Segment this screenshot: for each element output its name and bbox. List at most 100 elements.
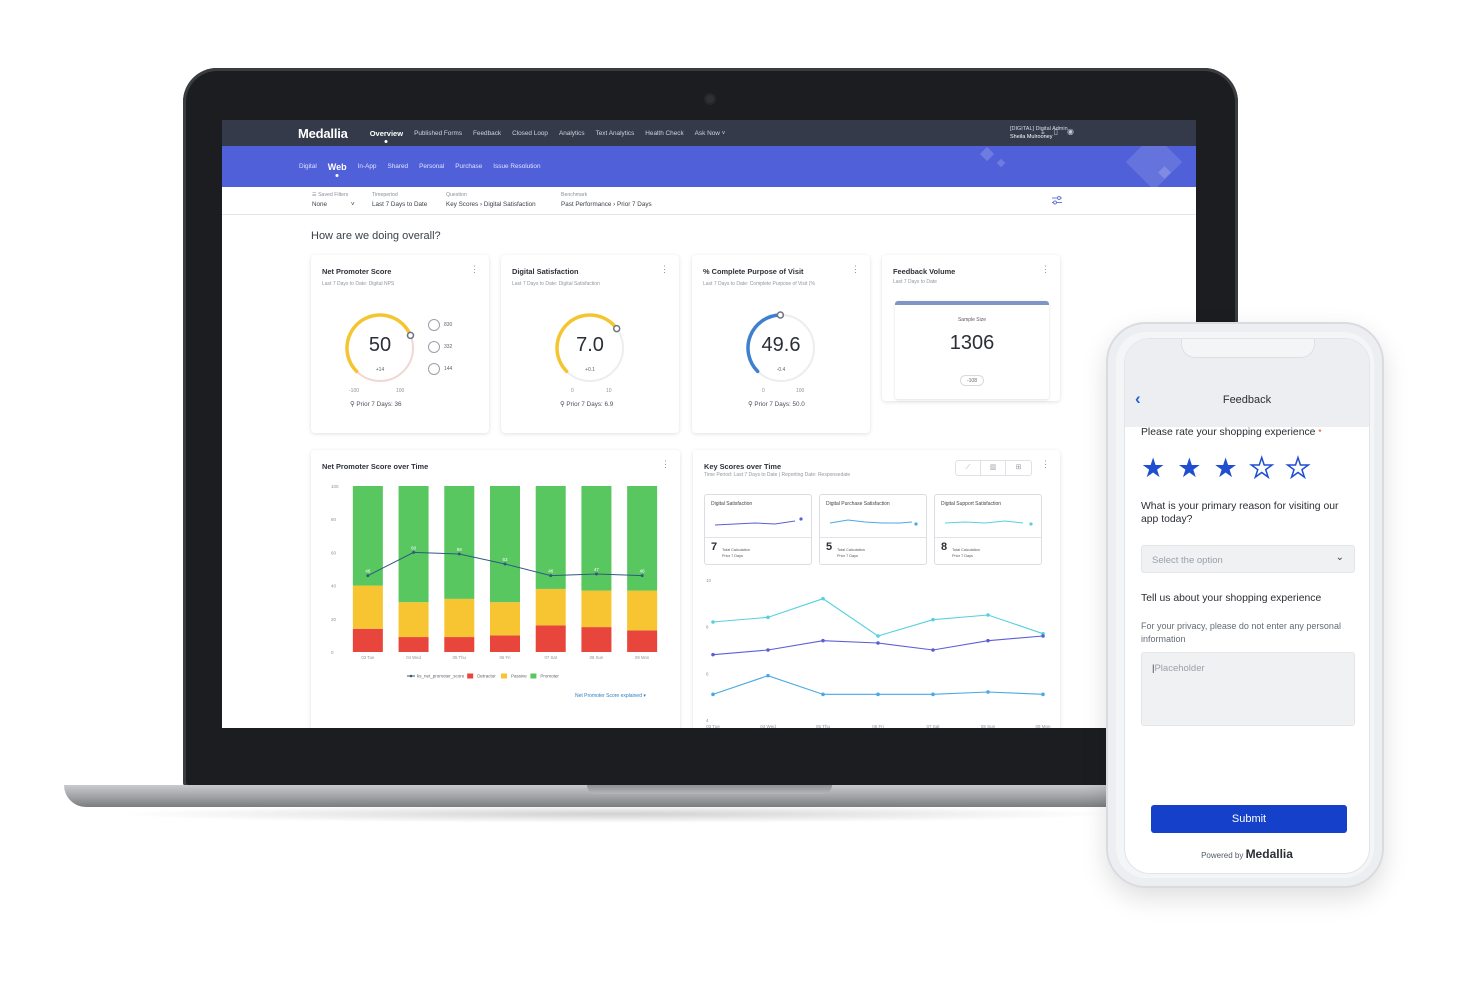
purpose-value: 49.6 [761, 334, 801, 356]
x-tick-label: 03 Tue [361, 655, 375, 660]
purpose-delta: -0.4 [776, 367, 786, 373]
mini-digital-purchase-satisfaction[interactable]: Digital Purchase Satisfaction 5 Total Ca… [819, 494, 927, 565]
subnav-in-app[interactable]: In-App [357, 163, 377, 170]
sparkline [829, 519, 918, 526]
x-tick-label: 03 Tue [706, 724, 720, 728]
more-options-icon[interactable]: ⋮ [1041, 264, 1050, 274]
x-tick-label: 07 Sat [926, 724, 940, 728]
nav-feedback[interactable]: Feedback [473, 129, 502, 137]
reason-select[interactable]: Select the option ⌄ [1141, 545, 1355, 573]
y-tick-label: 10 [706, 578, 712, 583]
bar-passive [581, 590, 612, 628]
satisfaction-value: 7.0 [576, 334, 604, 356]
question-filter[interactable]: Question Key Scores › Digital Satisfacti… [446, 192, 536, 208]
nps-explained-link[interactable]: Net Promoter Score explained ▾ [575, 693, 646, 699]
x-tick-label: 06 Fri [872, 724, 884, 728]
timeperiod-filter[interactable]: Timeperiod Last 7 Days to Date [372, 192, 428, 208]
data-label: 47 [594, 567, 600, 572]
bar-promoter [490, 486, 520, 603]
user-info[interactable]: [DIGITAL] Digital Admin Sheila Mulrooney [1010, 125, 1068, 141]
bar-detractor [581, 627, 612, 652]
subnav-personal[interactable]: Personal [419, 163, 445, 170]
star-icon-5[interactable]: ★ [1285, 453, 1311, 483]
range-max: 100 [396, 388, 405, 394]
nav-closed-loop[interactable]: Closed Loop [512, 129, 548, 137]
series-point [931, 692, 935, 697]
star-icon-3[interactable]: ★ [1213, 453, 1238, 483]
chevron-down-icon: ˅ [721, 129, 726, 137]
bar-passive [490, 602, 520, 636]
subnav-shared[interactable]: Shared [387, 163, 409, 170]
series-point [821, 596, 825, 601]
complete-purpose-card[interactable]: % Complete Purpose of Visit Last 7 Days … [692, 255, 870, 433]
medallia-logo[interactable]: Medallia [298, 125, 348, 141]
series-line [712, 598, 1044, 637]
nav-overview[interactable]: Overview [369, 128, 404, 138]
subnav-purchase[interactable]: Purchase [455, 163, 483, 170]
nps-card[interactable]: Net Promoter Score Last 7 Days to Date: … [311, 255, 489, 433]
y-tick-label: 0 [331, 650, 334, 655]
back-chevron-icon[interactable]: ‹ [1135, 389, 1141, 408]
card-subtitle: Last 7 Days to Date: Digital Satisfactio… [512, 281, 600, 287]
legend-swatch [467, 673, 474, 679]
mini-digital-satisfaction[interactable]: Digital Satisfaction 7 Total Calculation… [704, 494, 812, 565]
nav-analytics[interactable]: Analytics [558, 129, 585, 137]
nav-text-analytics[interactable]: Text Analytics [595, 129, 635, 137]
table-icon[interactable]: ⊞ [1015, 464, 1022, 471]
mini-title: Digital Purchase Satisfaction [826, 501, 890, 507]
subnav-web[interactable]: Web [327, 161, 347, 172]
pin-icon: ⚲ [350, 401, 357, 408]
feedback-volume-card[interactable]: Feedback Volume Last 7 Days to Date ⋮ Sa… [882, 255, 1060, 401]
saved-filters[interactable]: ☰ Saved Filters None ˅ [312, 192, 355, 208]
submit-button[interactable]: Submit [1151, 805, 1347, 833]
mini-meta: Total Calculation Prior 7 Days [837, 548, 865, 558]
benchmark-filter[interactable]: Benchmark Past Performance › Prior 7 Day… [561, 192, 652, 208]
phone-screen: ‹ Feedback Please rate your shopping exp… [1124, 338, 1370, 874]
star-icon-2[interactable]: ★ [1177, 453, 1202, 483]
chevron-down-icon: ⌄ [1335, 552, 1344, 563]
bar-passive [627, 590, 658, 631]
x-tick-label: 08 Sun [590, 655, 604, 660]
line-chart-icon[interactable]: ⟋ [956, 461, 981, 475]
laptop-base [64, 785, 1164, 807]
mini-value: 8 [941, 541, 948, 553]
bar-detractor [398, 637, 429, 652]
series-point [711, 620, 715, 624]
digital-satisfaction-card[interactable]: Digital Satisfaction Last 7 Days to Date… [501, 255, 679, 433]
series-point [876, 634, 880, 638]
series-line [712, 635, 1044, 656]
nav-published-forms[interactable]: Published Forms [414, 129, 463, 137]
nps-value: 50 [368, 334, 392, 356]
chevron-down-icon: ˅ [350, 201, 355, 208]
star-icon-4[interactable]: ★ [1249, 453, 1275, 483]
user-icon[interactable]: ◉ [1067, 127, 1074, 136]
series-point [1041, 692, 1045, 697]
bookmark-icon[interactable]: ▯ [1053, 127, 1059, 136]
mini-title: Digital Satisfaction [711, 501, 753, 507]
star-icon-1[interactable]: ★ [1141, 453, 1166, 483]
bar-chart-icon[interactable]: ▥ [981, 461, 1006, 475]
phone-notch [1181, 339, 1315, 358]
series-point [821, 638, 825, 643]
series-point [711, 652, 715, 657]
nps-over-time-card[interactable]: Net Promoter Score over Time ⋮ 100 80 60 40… [311, 450, 680, 728]
detractors-count: 144 [428, 363, 452, 375]
purpose-prior: ⚲ Prior 7 Days: 50.0 [748, 401, 805, 408]
download-icon[interactable]: ⤓ [1041, 127, 1045, 136]
nav-health-check[interactable]: Health Check [645, 129, 684, 137]
experience-textarea[interactable]: |Placeholder [1141, 652, 1355, 726]
key-scores-card[interactable]: Key Scores over Time Time Period: Last 7… [693, 450, 1060, 728]
dashboard-screen: Medallia Overview Published Forms Feedba… [222, 120, 1196, 728]
mini-digital-support-satisfaction[interactable]: Digital Support Satisfaction 8 Total Cal… [934, 494, 1042, 565]
nav-ask-now[interactable]: Ask Now ˅ [694, 129, 726, 137]
y-tick-label: 4 [706, 718, 709, 723]
y-tick-label: 20 [331, 617, 337, 622]
nps-gauge [345, 313, 415, 382]
y-tick-label: 100 [331, 484, 339, 489]
subnav-issue-resolution[interactable]: Issue Resolution [493, 163, 541, 170]
x-tick-label: 07 Sat [544, 655, 557, 660]
subnav-digital[interactable]: Digital [299, 163, 317, 170]
settings-sliders-icon[interactable] [1052, 196, 1062, 205]
nps-point [366, 574, 370, 578]
series-point [766, 673, 770, 678]
